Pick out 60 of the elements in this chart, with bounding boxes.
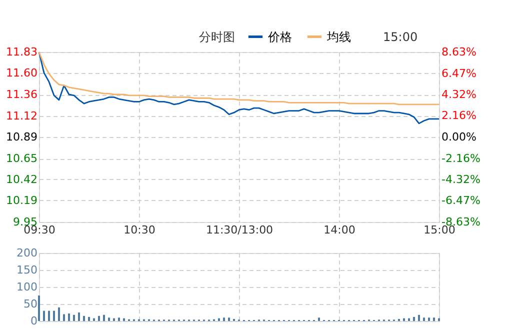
y2-tick-label: 8.63% — [442, 46, 476, 58]
bar — [98, 316, 100, 321]
bar — [103, 314, 105, 321]
x-tick-label: 14:00 — [324, 224, 356, 236]
bar — [93, 318, 95, 321]
bar — [108, 318, 110, 321]
bar — [43, 310, 45, 321]
y-tick-label: 10.42 — [6, 173, 38, 186]
bar — [68, 314, 70, 321]
y-tick-label: 11.83 — [6, 46, 38, 58]
y-tick-label: 50 — [24, 298, 38, 310]
x-tick-label: 11:30/13:00 — [206, 224, 274, 236]
y-tick-label: 10.89 — [6, 130, 38, 144]
bar — [78, 312, 80, 321]
bar — [113, 318, 115, 321]
bar — [408, 318, 410, 321]
y2-tick-label: 6.47% — [442, 66, 476, 80]
bar — [63, 314, 65, 321]
chart-title: 分时图 — [199, 30, 235, 44]
legend-label: 均线 — [326, 30, 351, 44]
bar — [428, 318, 430, 321]
y-tick-label: 11.12 — [6, 110, 38, 123]
y-tick-label: 11.36 — [6, 88, 38, 101]
x-tick-label: 10:30 — [124, 224, 156, 236]
y-tick-label: 200 — [16, 246, 38, 260]
bar — [118, 318, 120, 321]
bar — [228, 318, 230, 321]
y-tick-label: 0 — [30, 314, 38, 328]
bar — [413, 316, 415, 321]
legend-label: 价格 — [267, 30, 292, 44]
y-tick-label: 10.65 — [6, 152, 38, 166]
y-tick-label: 100 — [16, 280, 38, 294]
bar — [88, 316, 90, 321]
bar — [83, 316, 85, 321]
bar — [423, 318, 425, 321]
bar — [53, 310, 55, 321]
bar — [38, 296, 40, 321]
y2-tick-label: 4.32% — [442, 88, 476, 101]
y-tick-label: 150 — [16, 264, 38, 276]
bar — [218, 318, 220, 321]
bar — [73, 314, 75, 321]
y2-tick-label: -2.16% — [442, 152, 480, 165]
bar — [403, 318, 405, 321]
text: 15:00 — [383, 30, 418, 44]
y2-tick-label: 0.00% — [442, 130, 476, 144]
bar — [123, 318, 125, 321]
y2-tick-label: -6.47% — [442, 194, 480, 208]
x-tick-label: 15:00 — [424, 224, 456, 236]
bar — [58, 307, 60, 321]
y-tick-label: 11.60 — [6, 66, 38, 80]
bar — [318, 318, 320, 321]
bar — [223, 318, 225, 321]
bar — [438, 318, 440, 321]
bar — [418, 314, 420, 321]
y2-tick-label: 2.16% — [442, 109, 476, 122]
bar — [48, 310, 50, 321]
x-tick-label: 09:30 — [24, 224, 56, 236]
bar — [433, 318, 435, 321]
y-tick-label: 10.19 — [6, 194, 38, 207]
y2-tick-label: -4.32% — [442, 173, 480, 186]
